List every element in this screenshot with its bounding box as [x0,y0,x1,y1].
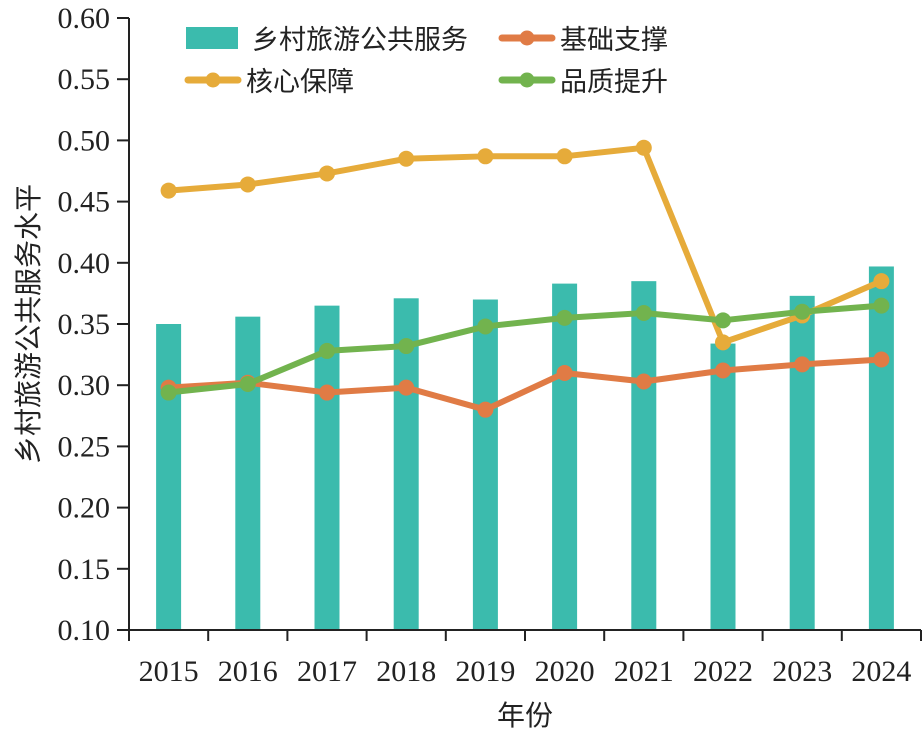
bar-乡村旅游公共服务-2022 [710,343,736,630]
point-基础支撑-2022 [715,362,731,379]
y-tick-label: 0.20 [58,492,111,525]
bar-乡村旅游公共服务-2015 [156,324,182,630]
point-品质提升-2020 [556,309,573,326]
point-基础支撑-2017 [319,384,335,401]
legend: 乡村旅游公共服务 基础支撑 核心保障 品质提升 [184,25,668,98]
point-品质提升-2016 [239,375,256,392]
point-核心保障-2020 [556,148,573,165]
point-核心保障-2022 [715,334,731,351]
legend-item-infrastructure-support: 基础支撑 [498,25,668,56]
legend-label: 核心保障 [246,67,354,98]
point-核心保障-2021 [635,139,652,156]
x-tick-label: 2020 [535,655,595,688]
bar-乡村旅游公共服务-2020 [552,283,578,630]
bar-乡村旅游公共服务-2021 [631,281,657,630]
series-基础支撑 [160,351,890,418]
line-核心保障 [165,144,885,346]
series-品质提升 [160,297,890,401]
point-核心保障-2016 [239,176,256,193]
point-基础支撑-2019 [477,401,494,418]
x-ticks: 2015 2016 2017 2018 2019 2020 2021 2022 2023 2024 [128,630,922,688]
point-品质提升-2021 [635,304,652,321]
point-基础支撑-2018 [398,379,415,396]
bar-乡村旅游公共服务-2019 [472,299,498,630]
legend-swatch-marker [519,30,535,46]
point-品质提升-2024 [873,297,890,314]
point-品质提升-2022 [715,312,731,329]
bars-layer [156,266,894,630]
x-tick-label: 2021 [614,655,674,688]
legend-label: 基础支撑 [560,25,668,56]
legend-item-quality-improvement: 品质提升 [498,67,668,98]
series-核心保障 [160,139,890,351]
y-axis-title: 乡村旅游公共服务水平 [12,184,45,464]
y-tick-label: 0.10 [58,614,111,647]
x-tick-label: 2019 [455,655,515,688]
bar-乡村旅游公共服务-2016 [235,316,261,630]
legend-item-core-guarantee: 核心保障 [184,67,354,98]
point-品质提升-2017 [319,342,335,359]
line-基础支撑 [165,356,885,413]
point-核心保障-2019 [477,148,494,165]
legend-swatch-bar [186,27,238,49]
point-基础支撑-2020 [556,364,573,381]
point-核心保障-2015 [160,182,177,199]
lines-layer [160,139,890,418]
x-tick-label: 2015 [139,655,199,688]
y-tick-label: 0.40 [58,247,111,280]
point-基础支撑-2023 [794,356,811,373]
point-基础支撑-2021 [635,373,652,390]
bar-乡村旅游公共服务-2024 [868,266,894,630]
line-品质提升 [165,302,885,396]
y-tick-label: 0.45 [58,186,111,219]
legend-item-rural-tourism-public-service: 乡村旅游公共服务 [186,25,468,56]
x-tick-label: 2022 [693,655,753,688]
y-ticks: 0.10 0.15 0.20 0.25 0.30 0.35 0.40 0.45 0.50 0.55… [58,2,129,647]
y-tick-label: 0.15 [58,553,111,586]
x-tick-label: 2024 [851,655,911,688]
x-tick-label: 2023 [772,655,832,688]
x-axis-title: 年份 [497,699,553,732]
y-tick-label: 0.50 [58,124,111,157]
y-tick-label: 0.25 [58,430,111,463]
point-基础支撑-2024 [873,351,890,368]
x-tick-label: 2018 [376,655,436,688]
x-tick-label: 2017 [297,655,357,688]
point-核心保障-2024 [873,273,890,290]
y-tick-label: 0.60 [58,2,111,35]
point-品质提升-2023 [794,303,811,320]
y-tick-label: 0.55 [58,63,111,96]
point-核心保障-2018 [398,150,415,167]
legend-swatch-marker [519,72,535,88]
bar-乡村旅游公共服务-2023 [789,295,815,630]
x-tick-label: 2016 [218,655,278,688]
point-核心保障-2017 [319,165,335,182]
y-tick-label: 0.30 [58,369,111,402]
point-品质提升-2018 [398,338,415,355]
legend-label: 品质提升 [560,67,668,98]
legend-label: 乡村旅游公共服务 [252,25,468,56]
bar-乡村旅游公共服务-2017 [314,305,340,630]
point-品质提升-2015 [160,384,177,401]
legend-swatch-marker [205,72,221,88]
y-tick-label: 0.35 [58,308,111,341]
point-品质提升-2019 [477,318,494,335]
